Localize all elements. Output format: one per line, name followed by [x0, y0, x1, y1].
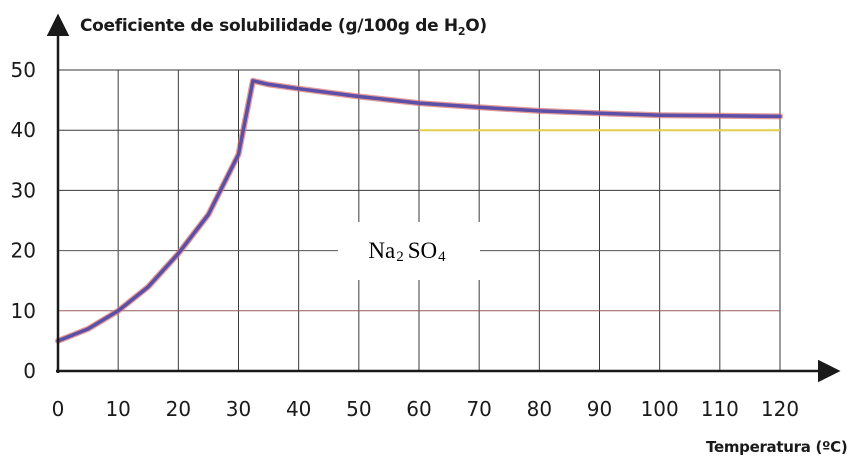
y-tick-label: 10: [11, 299, 36, 323]
x-tick-label: 20: [166, 397, 191, 421]
x-tick-label: 0: [52, 397, 65, 421]
x-tick-label: 110: [701, 397, 739, 421]
x-tick-label: 90: [587, 397, 612, 421]
x-tick-label: 50: [346, 397, 371, 421]
y-tick-label: 40: [11, 118, 36, 142]
y-axis-label: Coeficiente de solubilidade (g/100g de H…: [80, 16, 487, 38]
x-tick-label: 120: [761, 397, 799, 421]
x-tick-label: 30: [226, 397, 251, 421]
x-axis-label: Temperatura (ºC): [706, 438, 848, 456]
y-tick-label: 0: [23, 359, 36, 383]
series-label-na2so4: Na 2 SO 4: [338, 222, 480, 280]
x-tick-label: 40: [286, 397, 311, 421]
x-tick-label: 60: [406, 397, 431, 421]
x-tick-label: 70: [466, 397, 491, 421]
y-tick-label: 50: [11, 58, 36, 82]
series-layer: [55, 77, 783, 344]
series-line-na2so4: [56, 79, 782, 343]
x-tick-label: 10: [105, 397, 130, 421]
x-tick-label: 100: [641, 397, 679, 421]
tick-labels: 0 10 20 30 40 50 60 70 80 90 100 110 120 0 10 20 30 40 50: [11, 58, 800, 421]
y-tick-label: 20: [11, 239, 36, 263]
axes: [46, 13, 841, 383]
y-tick-label: 30: [11, 178, 36, 202]
x-tick-label: 80: [527, 397, 552, 421]
